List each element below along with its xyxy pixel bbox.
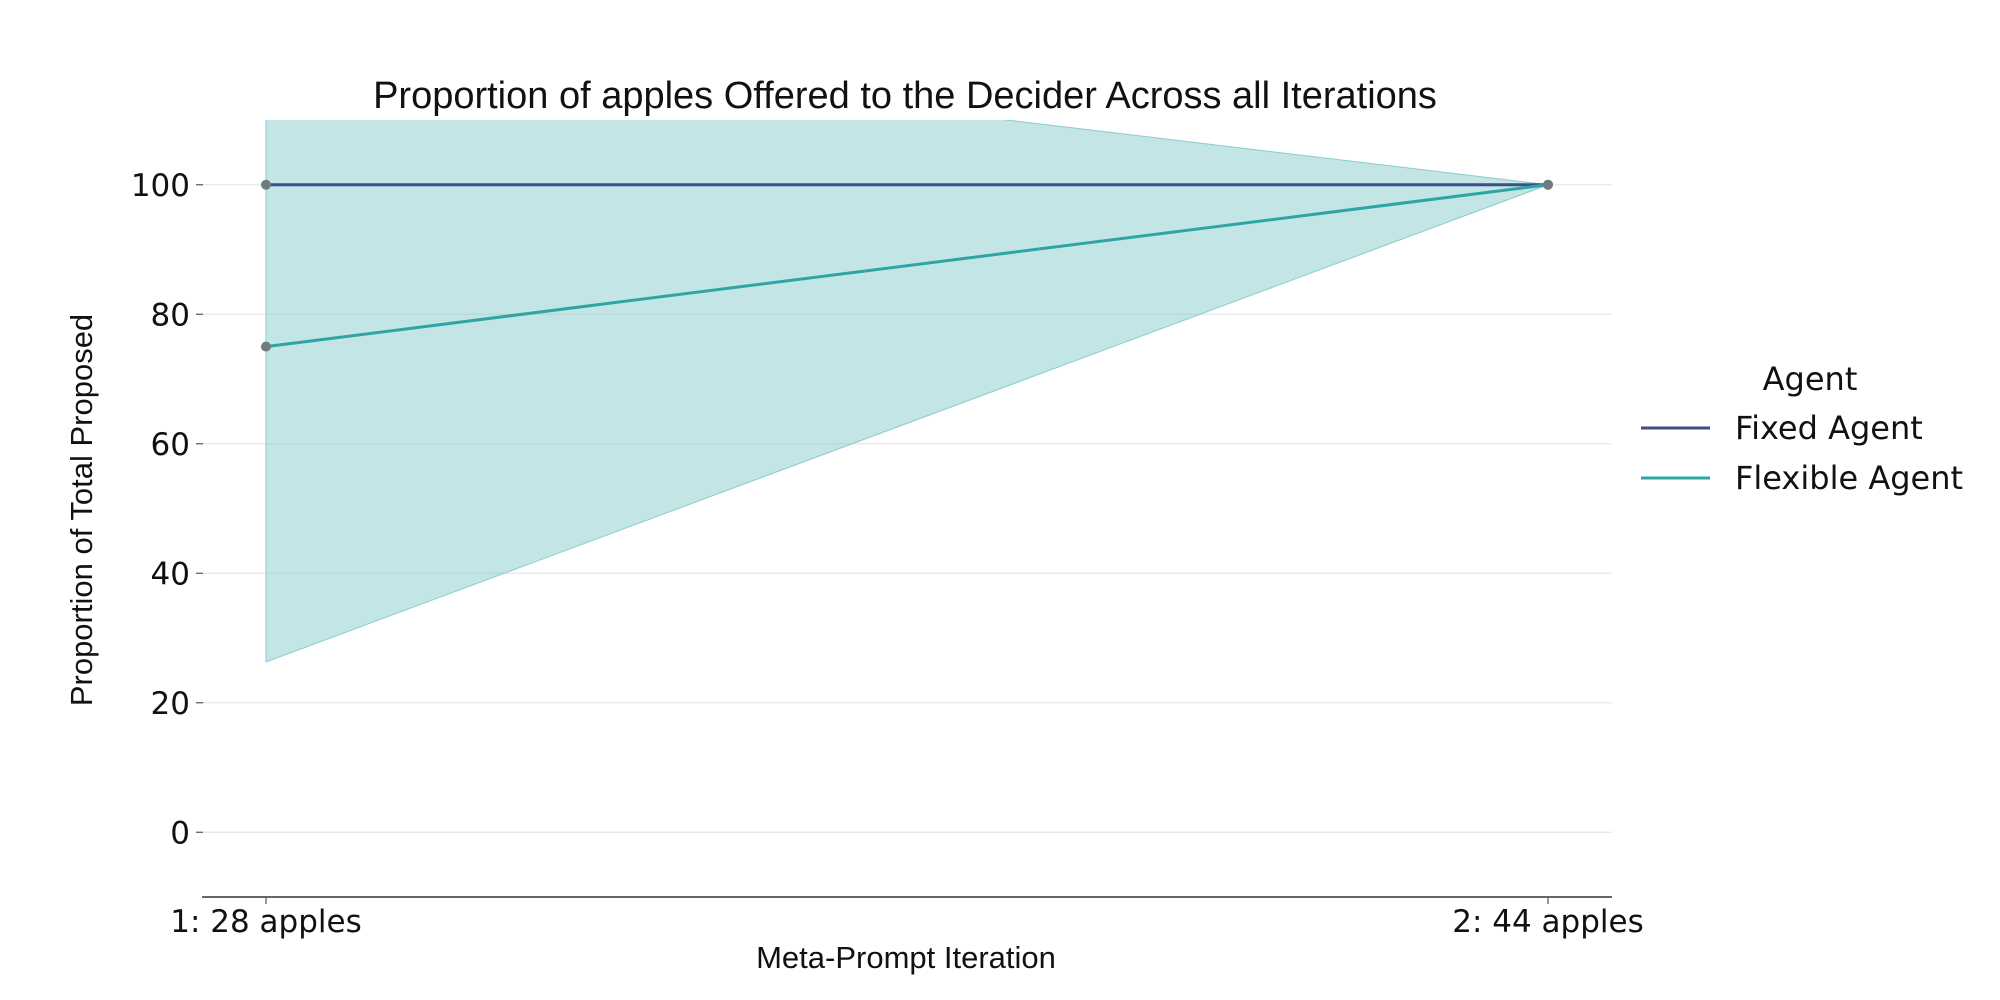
y-tick-label: 0 <box>170 815 190 851</box>
data-point <box>261 341 271 352</box>
y-axis: 0 20 40 60 80 100 <box>131 168 203 851</box>
y-tick-label: 60 <box>151 427 190 463</box>
series-points <box>261 179 1553 352</box>
legend: Agent Fixed Agent Flexible Agent <box>1641 360 1963 497</box>
y-tick-label: 20 <box>151 686 190 722</box>
chart-title: Proportion of apples Offered to the Deci… <box>373 75 1437 117</box>
x-axis-label: Meta-Prompt Iteration <box>756 940 1056 975</box>
x-tick-label: 1: 28 apples <box>170 904 362 940</box>
series-line <box>265 183 1549 349</box>
y-tick-label: 100 <box>131 168 190 204</box>
x-axis: 1: 28 apples 2: 44 apples <box>170 896 1644 940</box>
data-point <box>1543 179 1553 190</box>
data-point <box>261 179 271 190</box>
y-tick-label: 80 <box>151 297 190 333</box>
legend-label: Fixed Agent <box>1735 409 1923 447</box>
y-tick-label: 40 <box>151 556 190 592</box>
legend-label: Flexible Agent <box>1735 459 1963 497</box>
confidence-bands <box>265 120 1549 663</box>
confidence-band <box>265 120 1549 663</box>
x-tick-label: 2: 44 apples <box>1452 904 1644 940</box>
legend-title: Agent <box>1763 360 1858 398</box>
y-axis-label: Proportion of Total Proposed <box>64 314 99 706</box>
series-lines <box>265 183 1549 349</box>
